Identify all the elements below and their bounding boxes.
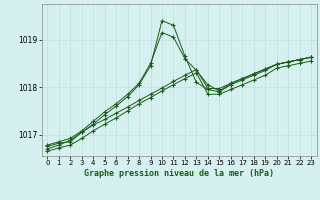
X-axis label: Graphe pression niveau de la mer (hPa): Graphe pression niveau de la mer (hPa) <box>84 169 274 178</box>
